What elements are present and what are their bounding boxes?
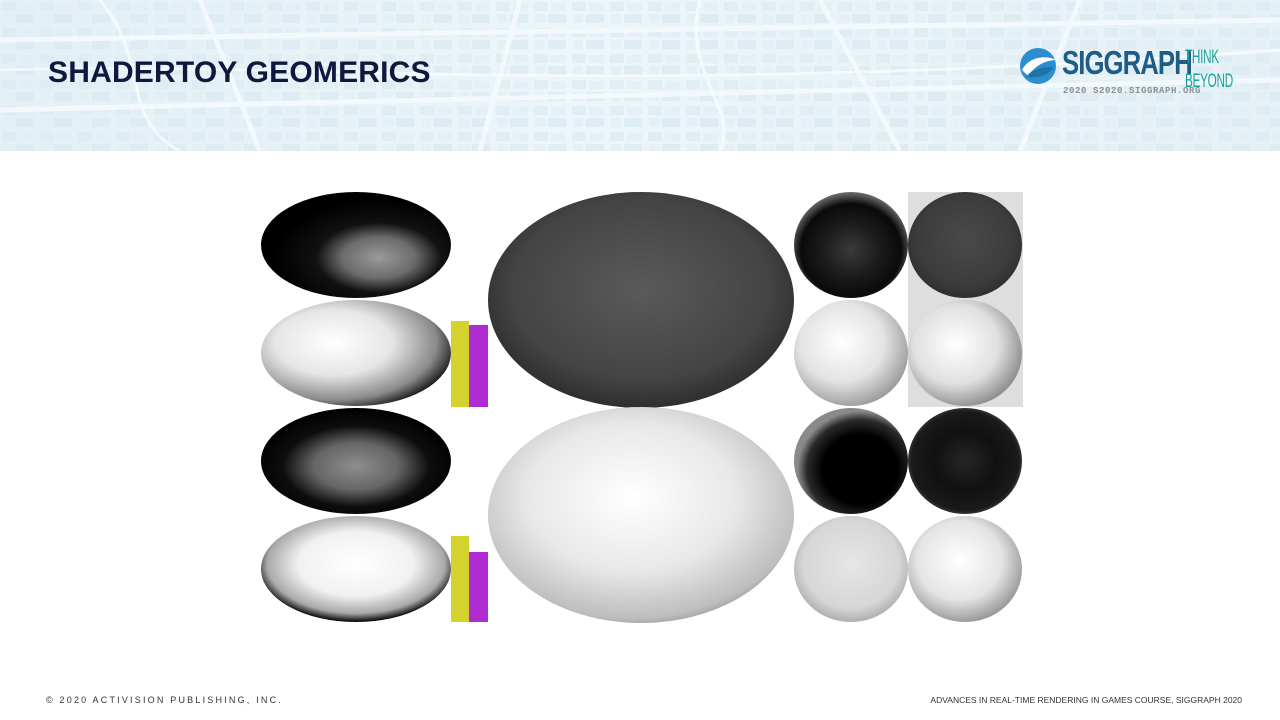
tagline-beyond: BEYOND: [1185, 71, 1233, 92]
ellipsoid-left-1: [261, 192, 451, 298]
siggraph-logo: SIGGRAPH 2020 S2020.SIGGRAPH.ORG THINK B…: [1018, 44, 1238, 102]
bar-magenta-bottom: [469, 552, 488, 622]
sphere-r1c2: [908, 192, 1022, 298]
sphere-r2c1: [794, 300, 908, 406]
bar-yellow-bottom: [451, 536, 469, 622]
slide-title: SHADERTOY GEOMERICS: [48, 56, 431, 89]
sphere-r3c1: [794, 408, 908, 514]
sphere-r3c2: [908, 408, 1022, 514]
siggraph-swirl-icon: [1020, 48, 1056, 84]
ellipsoid-left-4: [261, 516, 451, 622]
footer-course: ADVANCES IN REAL-TIME RENDERING IN GAMES…: [930, 695, 1242, 705]
sphere-r1c1: [794, 192, 908, 298]
ellipsoid-center-top: [488, 192, 794, 408]
siggraph-wordmark: SIGGRAPH: [1062, 44, 1193, 81]
ellipsoid-left-3: [261, 408, 451, 514]
bar-yellow-top: [451, 321, 469, 407]
ellipsoid-center-bottom: [488, 407, 794, 623]
city-map-background: [0, 0, 1280, 151]
sphere-r4c1: [794, 516, 908, 622]
sphere-r2c2: [908, 300, 1022, 406]
siggraph-subline: 2020 S2020.SIGGRAPH.ORG: [1063, 86, 1202, 96]
footer-copyright: © 2020 ACTIVISION PUBLISHING, INC.: [46, 695, 283, 705]
bar-magenta-top: [469, 325, 488, 407]
bar-group-bottom: [451, 536, 488, 622]
header-banner: SHADERTOY GEOMERICS SIGGRAPH 2020 S2020.…: [0, 0, 1280, 151]
shaded-ellipsoid-figure: [261, 192, 1023, 623]
ellipsoid-left-2: [261, 300, 451, 406]
sphere-r4c2: [908, 516, 1022, 622]
tagline-think: THINK: [1185, 47, 1219, 68]
bar-group-top: [451, 321, 488, 407]
